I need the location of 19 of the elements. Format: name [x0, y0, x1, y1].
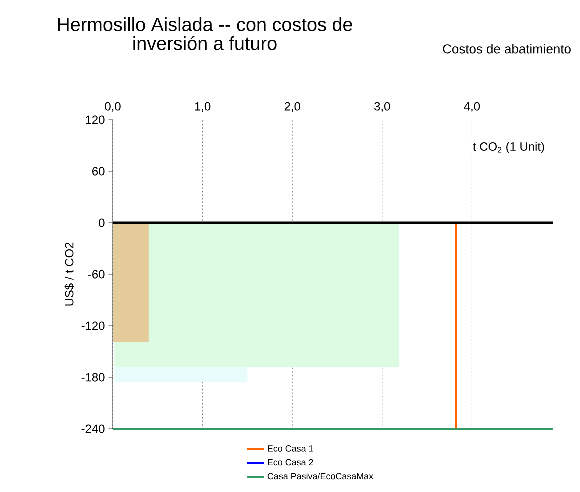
x-axis-title: t CO$_{2}$ (1 Unit) [473, 142, 544, 154]
y-tick-label: 60 [92, 167, 105, 176]
y-tick-label: 120 [86, 116, 105, 124]
y-tick-label: -240 [82, 424, 105, 434]
legend-label: Eco Casa 2 [268, 459, 314, 466]
y-axis-title: US$ / t CO2 [64, 242, 74, 306]
y-tick-label: 0 [99, 218, 105, 228]
chart-title: Hermosillo Aislada -- con costos de inversión a futuro [58, 18, 352, 50]
y-tick-label: -180 [82, 373, 105, 382]
y-tick-label: -60 [88, 270, 105, 279]
x-tick-label: 0,0 [105, 102, 121, 112]
legend-label: Casa Pasiva/EcoCasaMax [268, 473, 374, 480]
x-tick-label: 1,0 [195, 102, 211, 112]
x-tick-label: 2,0 [284, 102, 300, 112]
legend-label: Eco Casa 1 [268, 446, 314, 452]
x-tick-label: 4,0 [464, 102, 480, 112]
y-tick-label: -120 [82, 322, 105, 330]
chart-subtitle: Costos de abatimiento [443, 44, 571, 54]
x-tick-label: 3,0 [374, 102, 390, 112]
